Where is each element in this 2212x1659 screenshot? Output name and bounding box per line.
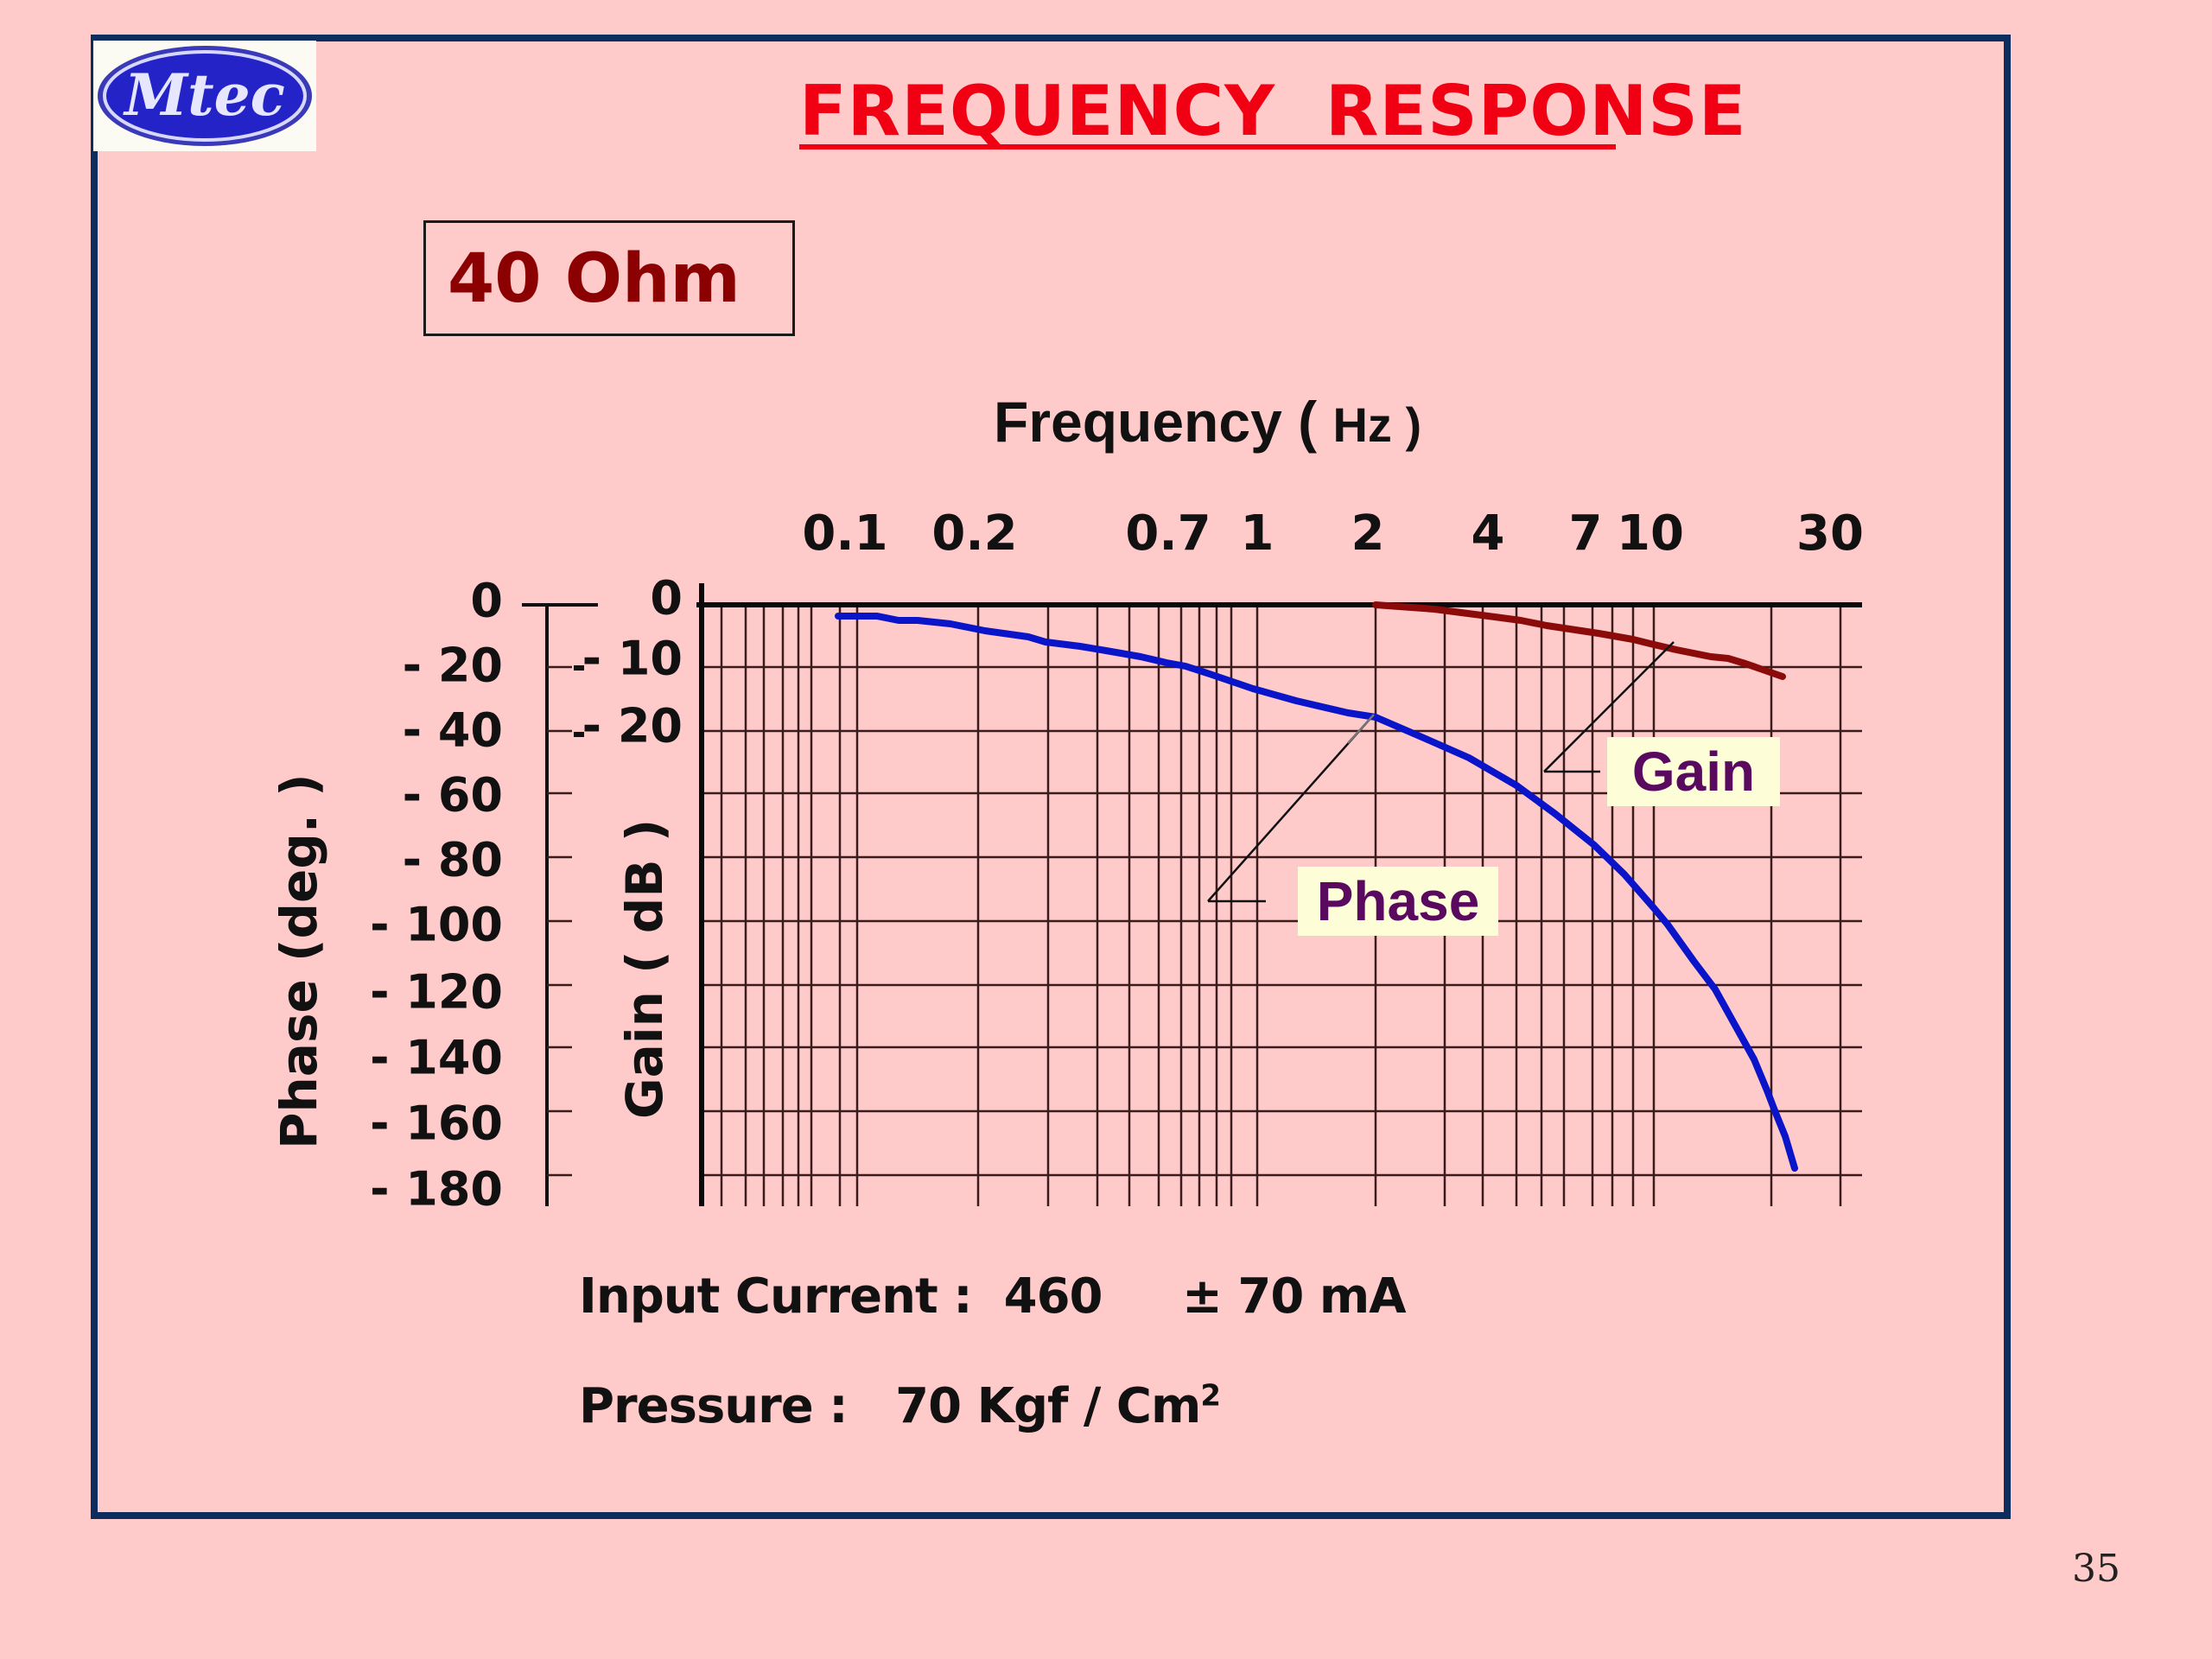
x-tick-label: 4 [1471,505,1505,562]
gain-callout: Gain [1607,737,1780,806]
phase-tick-label: - 160 [370,1096,503,1151]
phase-tick-label: - 100 [370,897,503,952]
phase-callout: Phase [1298,867,1498,936]
mtec-logo: Mtec [93,41,316,151]
phase-leader-line [1207,714,1375,903]
x-axis-unit: Hz ) [1332,397,1422,452]
x-axis-title-text: Frequency ( [994,390,1333,454]
gain-tick-label: - 20 [582,698,683,753]
x-tick-label: 10 [1617,505,1684,562]
resistance-label: 40 Ohm [448,240,741,318]
gain-tick-label: - 10 [582,631,683,686]
phase-tick-label: 0 [470,573,503,628]
phase-tick-label: - 180 [370,1161,503,1217]
resistance-box: 40 Ohm [423,220,795,336]
x-tick-label: 30 [1796,505,1864,562]
pressure-label: Pressure : 70 Kgf / Cm [579,1378,1201,1434]
phase-tick-label: - 80 [402,832,503,887]
gain-tick-label: 0 [650,570,683,626]
logo-icon: Mtec [98,46,312,146]
slide-frame [91,35,2011,1519]
phase-tick-label: - 60 [402,767,503,823]
phase-curve [835,613,1798,1172]
phase-tick-label: - 20 [402,638,503,693]
pressure-text: Pressure : 70 Kgf / Cm2 [579,1378,1221,1434]
x-tick-label: 7 [1568,505,1603,562]
gain-callout-label: Gain [1631,741,1756,803]
x-tick-label: 0.1 [802,505,888,562]
title-underline [799,144,1616,149]
phase-scale-axis [522,603,598,1206]
x-tick-label: 0.2 [931,505,1018,562]
svg-text:Mtec: Mtec [123,61,285,129]
main-axes [696,583,1862,1206]
pressure-superscript: 2 [1200,1378,1221,1414]
page-title: FREQUENCY RESPONSE [799,71,1747,151]
x-tick-label: 0.7 [1125,505,1211,562]
x-tick-label: 2 [1351,505,1385,562]
input-current-text: Input Current : 460 ± 70 mA [579,1268,1407,1325]
x-tick-label: 1 [1240,505,1274,562]
gain-curve [1372,601,1786,680]
phase-tick-label: - 40 [402,702,503,758]
phase-callout-label: Phase [1316,870,1480,932]
phase-tick-label: - 140 [370,1030,503,1085]
x-axis-title: Frequency ( Hz ) [994,389,1421,454]
grid [702,605,1862,1206]
gain-leader-line [1543,641,1675,773]
page-number: 35 [2072,1547,2120,1591]
phase-tick-label: - 120 [370,964,503,1020]
